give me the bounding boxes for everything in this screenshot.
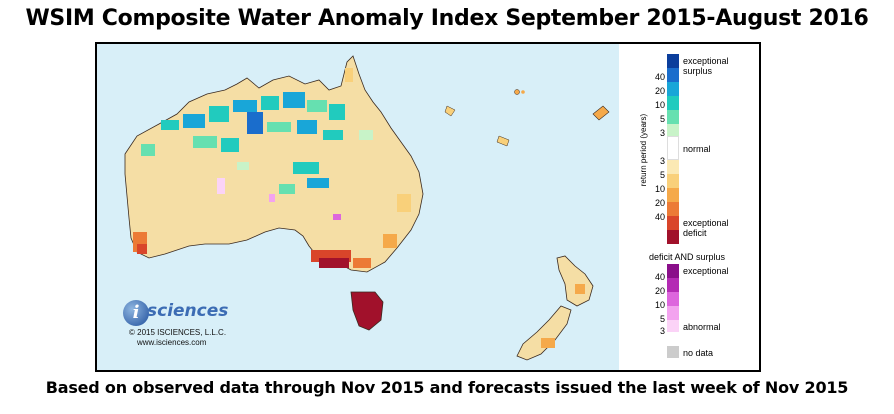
legend-swatch-surplus-3 (667, 124, 679, 136)
legend-no-data: no data (683, 348, 714, 358)
logo-copyright: © 2015 ISCIENCES, L.L.C. (129, 328, 227, 337)
legend-deficit-tick: 40 (654, 212, 665, 222)
legend-swatch-deficit-5 (667, 174, 679, 188)
legend-surplus-tick: 40 (654, 72, 665, 82)
legend-both-tick: 3 (659, 326, 665, 336)
logo-url: www.isciences.com (137, 338, 207, 347)
legend-deficit-tick: 10 (654, 184, 665, 194)
legend-both-tick: 40 (654, 272, 665, 282)
legend-exceptional-deficit-line2: deficit (683, 228, 707, 238)
map-title: WSIM Composite Water Anomaly Index Septe… (25, 6, 869, 31)
legend-swatch-surplus-40plus (667, 54, 679, 68)
legend-swatch-deficit-40plus (667, 230, 679, 244)
legend-exceptional-deficit-line1: exceptional (683, 218, 729, 228)
coral-sea-island-2 (444, 105, 456, 117)
legend-both-tick: 10 (654, 300, 665, 310)
lord-howe-island (521, 90, 525, 94)
legend-both-tick: 20 (654, 286, 665, 296)
vanuatu-island (514, 89, 520, 95)
legend-both-exceptional: exceptional (683, 266, 729, 276)
footer-note: Based on observed data through Nov 2015 … (45, 378, 849, 397)
legend-both-tick: 5 (659, 314, 665, 324)
legend-swatch-both-10 (667, 292, 679, 306)
legend-both-abnormal: abnormal (683, 322, 721, 332)
legend-swatch-deficit-20 (667, 202, 679, 216)
legend-surplus-tick: 3 (659, 128, 665, 138)
logo-brand: sciences (147, 301, 229, 321)
australia-landmass (124, 55, 424, 273)
legend-exceptional-surplus-line2: surplus (683, 66, 713, 76)
legend-surplus-tick: 5 (659, 114, 665, 124)
legend-swatch-both-40 (667, 264, 679, 278)
isciences-logo-icon: i (123, 300, 149, 326)
legend-swatch-both-5 (667, 306, 679, 320)
legend-surplus-tick: 20 (654, 86, 665, 96)
map-frame: i sciences © 2015 ISCIENCES, L.L.C. www.… (95, 42, 761, 372)
nz-south-island (516, 305, 572, 361)
legend-swatch-surplus-40 (667, 68, 679, 82)
legend-normal: normal (683, 144, 711, 154)
legend-both-title: deficit AND surplus (649, 252, 726, 262)
australia-nz-map (124, 55, 610, 361)
legend-deficit-tick: 5 (659, 170, 665, 180)
legend-swatch-deficit-40 (667, 216, 679, 230)
legend-swatch-both-3 (667, 320, 679, 332)
legend-deficit-tick: 20 (654, 198, 665, 208)
anomaly-cells (133, 68, 585, 348)
legend-deficit-tick: 3 (659, 156, 665, 166)
legend-surplus-tick: 10 (654, 100, 665, 110)
legend: return period (years) exceptional surplu… (619, 44, 759, 370)
legend-swatch-surplus-5 (667, 110, 679, 124)
legend-exceptional-surplus-line1: exceptional (683, 56, 729, 66)
map-panel: i sciences © 2015 ISCIENCES, L.L.C. www.… (97, 44, 619, 370)
nz-north-island (556, 255, 594, 307)
legend-swatch-surplus-10 (667, 96, 679, 110)
new-caledonia (592, 105, 610, 121)
isciences-logo: i sciences © 2015 ISCIENCES, L.L.C. www.… (123, 300, 273, 350)
legend-swatch-surplus-20 (667, 82, 679, 96)
legend-swatch-deficit-10 (667, 188, 679, 202)
legend-swatch-normal (667, 136, 679, 160)
legend-swatch-both-20 (667, 278, 679, 292)
legend-swatch-no-data (667, 346, 679, 358)
legend-swatch-deficit-3 (667, 160, 679, 174)
coral-sea-island-1 (496, 135, 510, 147)
tasmania-landmass (350, 291, 384, 331)
